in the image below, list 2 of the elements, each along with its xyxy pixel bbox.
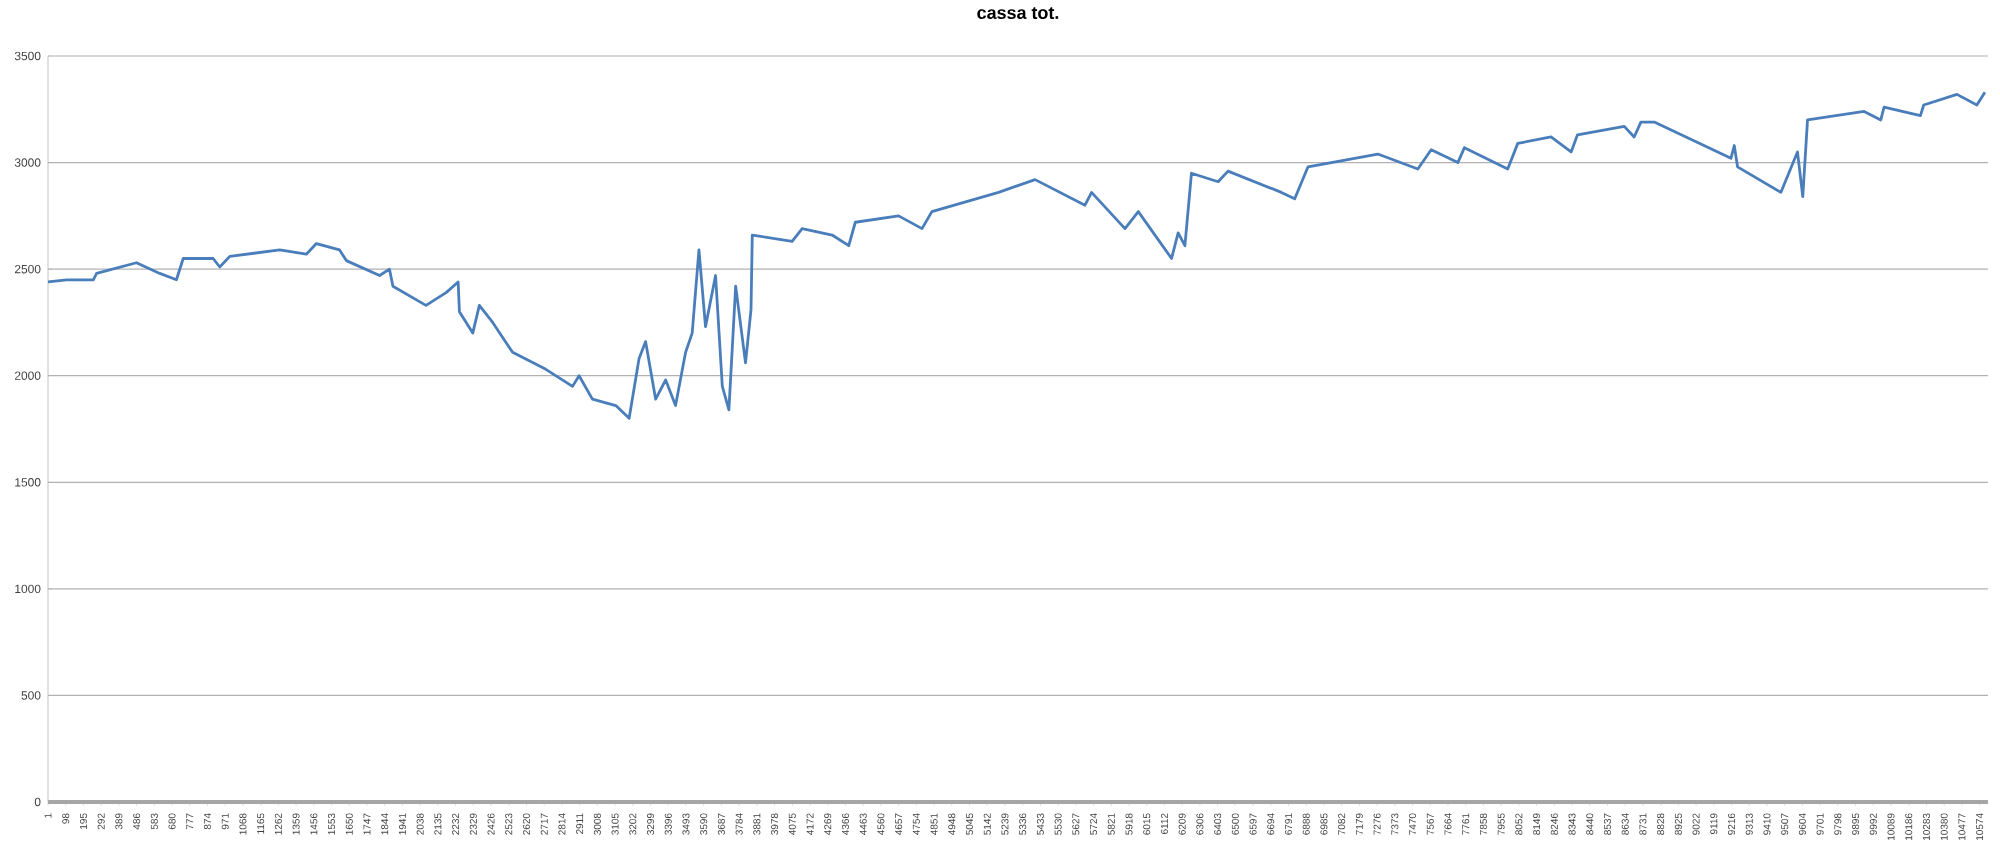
chart-title: cassa tot. — [977, 7, 1059, 20]
line-series — [48, 90, 1987, 420]
